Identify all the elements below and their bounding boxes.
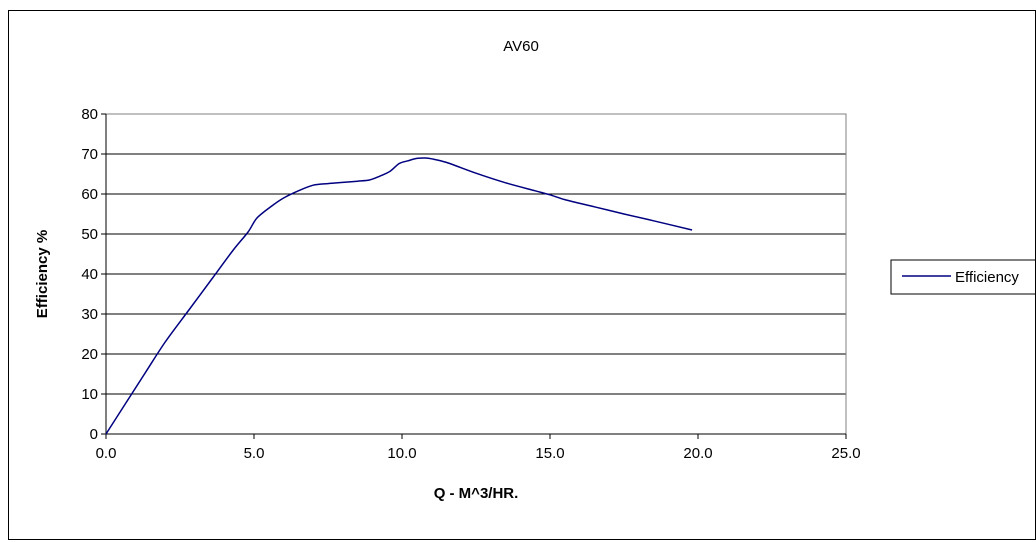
y-tick-label: 40 bbox=[81, 266, 98, 283]
legend-label-efficiency: Efficiency bbox=[955, 269, 1019, 286]
y-tick-label: 0 bbox=[90, 426, 98, 443]
y-tick-label: 60 bbox=[81, 186, 98, 203]
x-tick-label: 10.0 bbox=[387, 445, 416, 462]
x-tick-label: 5.0 bbox=[244, 445, 265, 462]
y-tick-label: 50 bbox=[81, 226, 98, 243]
chart-title: AV60 bbox=[503, 38, 539, 55]
x-axis-ticks: 0.0 5.0 10.0 15.0 20.0 25.0 bbox=[96, 434, 861, 462]
series-layer bbox=[105, 157, 693, 435]
line-chart: AV60 0 10 20 30 40 50 60 70 80 0.0 5.0 10.0 15.0 20.… bbox=[34, 38, 1035, 502]
y-axis-title: Efficiency % bbox=[34, 230, 51, 318]
y-tick-label: 20 bbox=[81, 346, 98, 363]
y-tick-label: 70 bbox=[81, 146, 98, 163]
chart-area: AV60 0 10 20 30 40 50 60 70 80 0.0 5.0 10.0 15.0 20.… bbox=[8, 10, 1036, 540]
gridlines bbox=[106, 113, 846, 395]
series-line-efficiency bbox=[105, 157, 693, 435]
y-axis-ticks: 0 10 20 30 40 50 60 70 80 bbox=[81, 106, 106, 443]
y-tick-label: 10 bbox=[81, 386, 98, 403]
legend: Efficiency bbox=[890, 259, 1035, 295]
y-tick-label: 30 bbox=[81, 306, 98, 323]
x-tick-label: 25.0 bbox=[831, 445, 860, 462]
x-tick-label: 20.0 bbox=[683, 445, 712, 462]
x-tick-label: 0.0 bbox=[96, 445, 117, 462]
x-tick-label: 15.0 bbox=[535, 445, 564, 462]
x-axis-title: Q - M^3/HR. bbox=[434, 485, 519, 502]
y-tick-label: 80 bbox=[81, 106, 98, 123]
legend-box bbox=[890, 259, 1035, 295]
